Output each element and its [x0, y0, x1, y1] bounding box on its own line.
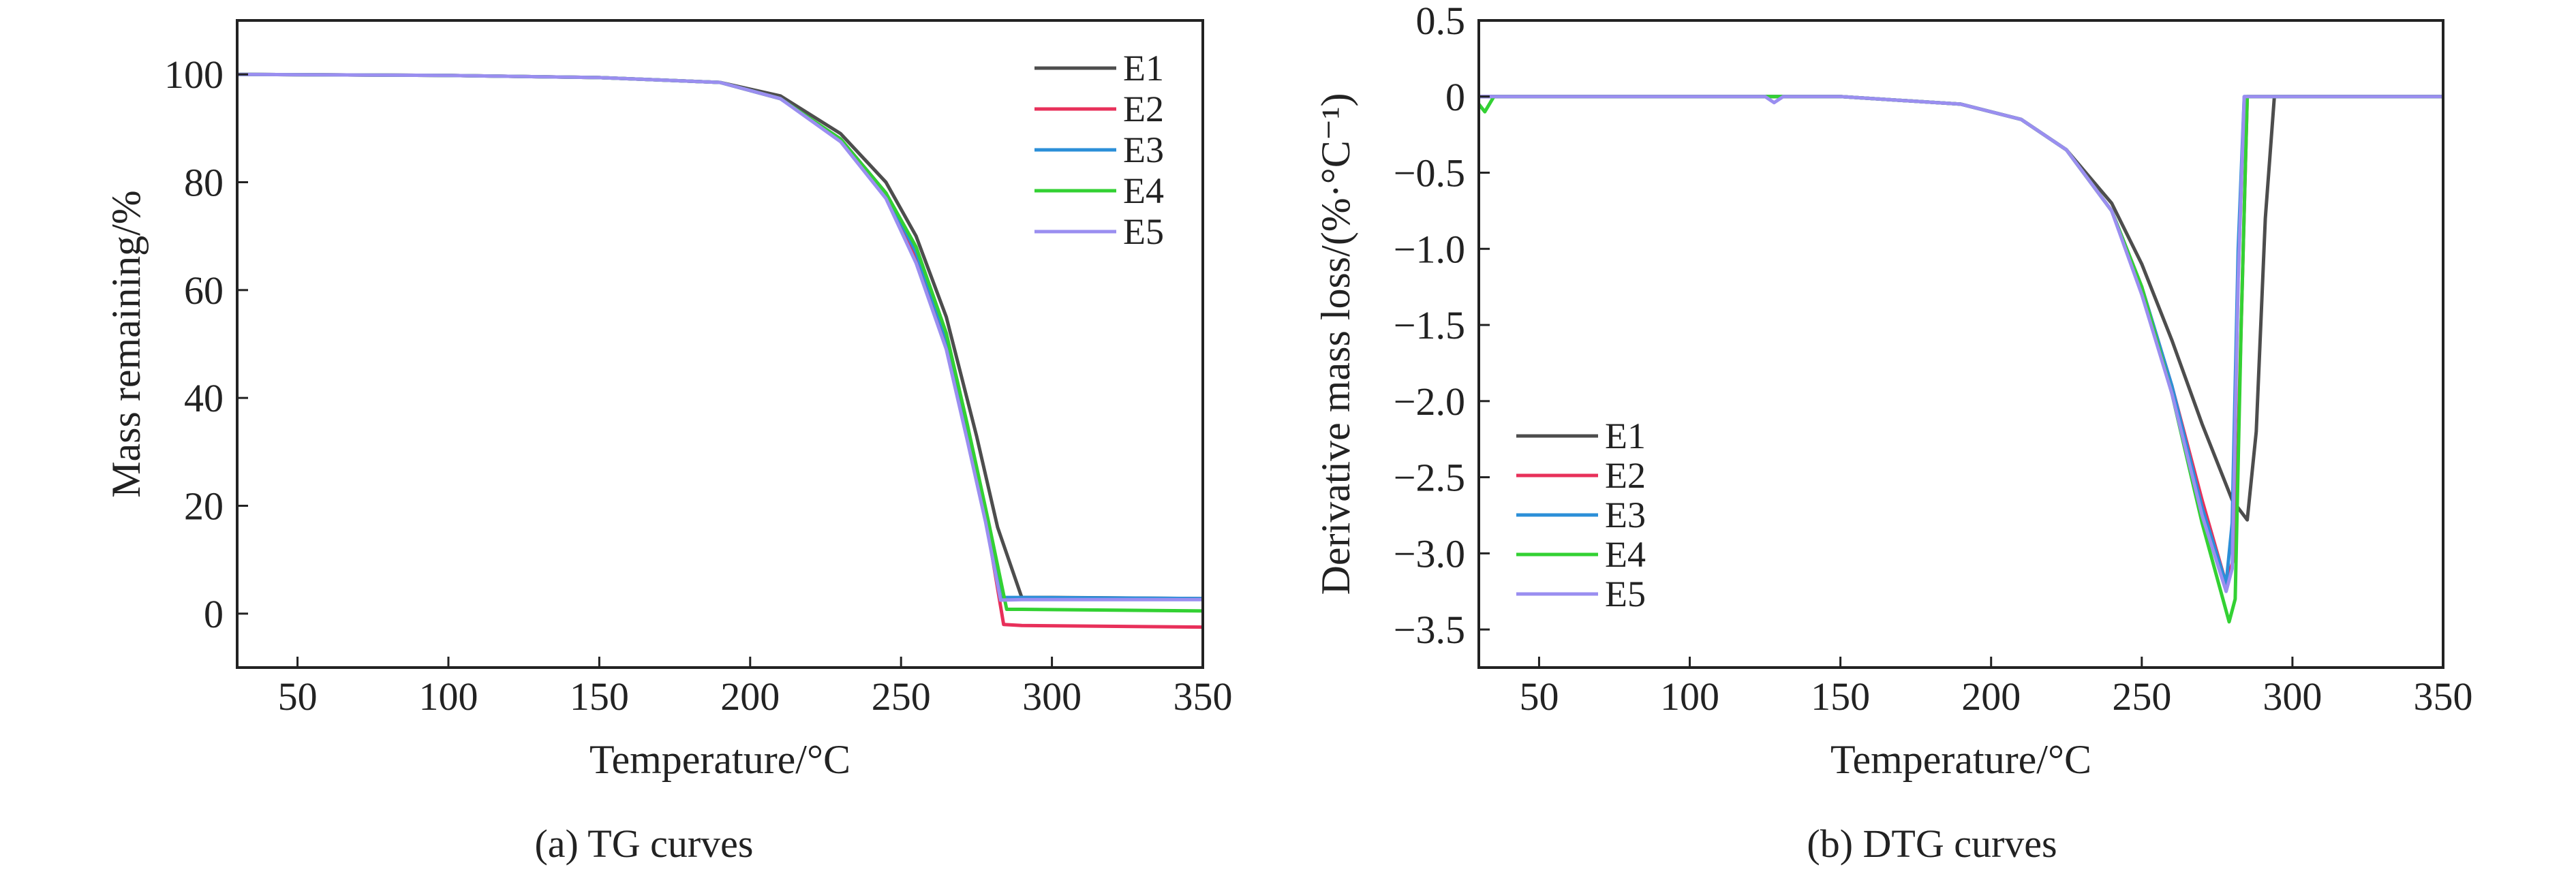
- tg-plot-frame: [236, 19, 1204, 669]
- dtg-y-tick-label: −0.5: [1394, 151, 1465, 195]
- dtg-legend-label-e2: E2: [1605, 455, 1646, 496]
- tg-y-tick-label: 100: [164, 52, 224, 97]
- tg-x-axis-title: Temperature/°C: [589, 737, 850, 782]
- dtg-x-tick-label: 50: [1519, 674, 1559, 719]
- tg-x-tick-label: 100: [418, 674, 478, 719]
- dtg-series-line-e5: [1479, 95, 2443, 593]
- dtg-plot-frame: [1477, 19, 2444, 669]
- tg-chart-panel: 50 100 150 200 250 300 350 0 20 40 60 80 100 Temperat…: [104, 19, 1233, 866]
- dtg-chart: 50 100 150 200 250 300 350 0.5 0 −0.5 −1.0 −1.5 −2.0…: [1313, 0, 2473, 782]
- dtg-y-tick-label: 0.5: [1416, 0, 1466, 43]
- tg-x-tick-label: 50: [278, 674, 318, 719]
- dtg-chart-panel: 50 100 150 200 250 300 350 0.5 0 −0.5 −1.0 −1.5 −2.0…: [1288, 0, 2576, 876]
- tg-series-line-e4: [236, 72, 1203, 613]
- tg-chart: 50 100 150 200 250 300 350 0 20 40 60 80 100 Temperat…: [104, 19, 1233, 782]
- tg-y-tick-label: 80: [184, 161, 224, 205]
- tg-series-line-e1: [236, 72, 1203, 601]
- dtg-y-tick-label: −2.5: [1394, 456, 1465, 500]
- dtg-legend-label-e5: E5: [1605, 574, 1646, 614]
- tg-x-tick-label: 350: [1174, 674, 1233, 719]
- dtg-x-tick-label: 300: [2263, 674, 2322, 719]
- dtg-legend-label-e1: E1: [1605, 416, 1646, 456]
- dtg-legend-label-e3: E3: [1605, 495, 1646, 535]
- tg-legend-label-e3: E3: [1123, 129, 1164, 170]
- dtg-x-tick-label: 100: [1660, 674, 1719, 719]
- tg-y-axis-title: Mass remaining/%: [104, 190, 149, 498]
- dtg-y-axis-title: Derivative mass loss/(%·°C⁻¹): [1313, 93, 1358, 595]
- tg-series-line-e5: [236, 72, 1203, 602]
- tg-chart-caption: (a) TG curves: [534, 822, 754, 866]
- tg-y-tick-label: 60: [184, 268, 224, 313]
- dtg-y-tick-label: −2.0: [1394, 379, 1465, 424]
- tg-x-tick-label: 150: [570, 674, 629, 719]
- tg-series-line-e2: [236, 72, 1203, 629]
- dtg-x-axis-title: Temperature/°C: [1830, 737, 2091, 782]
- dtg-y-tick-label: 0: [1445, 75, 1465, 119]
- tg-legend-label-e2: E2: [1123, 89, 1164, 129]
- tg-y-tick-label: 0: [204, 592, 224, 636]
- tg-x-tick-label: 300: [1022, 674, 1082, 719]
- tg-series-line-e3: [236, 72, 1203, 601]
- dtg-y-tick-label: −1.0: [1394, 227, 1465, 271]
- dtg-legend-label-e4: E4: [1605, 534, 1646, 575]
- dtg-y-tick-label: −3.5: [1394, 608, 1465, 652]
- tg-legend-label-e1: E1: [1123, 48, 1164, 89]
- dtg-x-tick-label: 350: [2414, 674, 2473, 719]
- tg-legend-label-e5: E5: [1123, 211, 1164, 252]
- dtg-chart-caption: (b) DTG curves: [1807, 822, 2057, 866]
- tg-legend-label-e4: E4: [1123, 170, 1164, 211]
- dtg-y-tick-label: −3.0: [1394, 531, 1465, 576]
- dtg-x-tick-label: 200: [1961, 674, 2021, 719]
- tg-x-tick-label: 250: [872, 674, 931, 719]
- tg-y-tick-label: 40: [184, 376, 224, 420]
- dtg-x-tick-label: 150: [1811, 674, 1870, 719]
- tg-y-tick-label: 20: [184, 484, 224, 529]
- dtg-x-tick-label: 250: [2112, 674, 2171, 719]
- tg-x-tick-label: 200: [720, 674, 780, 719]
- dtg-y-tick-label: −1.5: [1394, 303, 1465, 347]
